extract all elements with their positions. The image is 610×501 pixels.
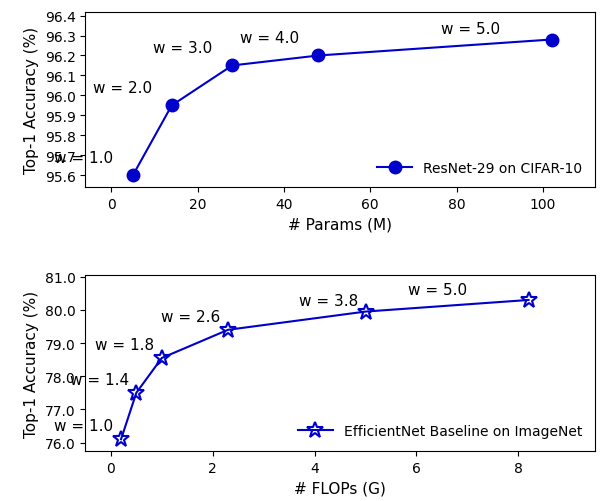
Y-axis label: Top-1 Accuracy (%): Top-1 Accuracy (%) (24, 290, 39, 437)
Text: w = 5.0: w = 5.0 (408, 283, 467, 298)
Text: w = 1.0: w = 1.0 (54, 418, 113, 433)
Text: w = 1.4: w = 1.4 (70, 372, 129, 387)
Text: w = 4.0: w = 4.0 (240, 32, 299, 47)
X-axis label: # FLOPs (G): # FLOPs (G) (294, 480, 386, 495)
Text: w = 5.0: w = 5.0 (440, 22, 500, 37)
Text: w = 2.0: w = 2.0 (93, 81, 152, 96)
Text: w = 1.0: w = 1.0 (54, 151, 113, 166)
Text: w = 2.6: w = 2.6 (161, 309, 220, 324)
X-axis label: # Params (M): # Params (M) (288, 217, 392, 232)
Legend: ResNet-29 on CIFAR-10: ResNet-29 on CIFAR-10 (371, 156, 588, 181)
Text: w = 3.8: w = 3.8 (299, 293, 358, 308)
Legend: EfficientNet Baseline on ImageNet: EfficientNet Baseline on ImageNet (292, 419, 588, 444)
Text: w = 1.8: w = 1.8 (95, 337, 154, 352)
Text: w = 3.0: w = 3.0 (154, 42, 213, 56)
Y-axis label: Top-1 Accuracy (%): Top-1 Accuracy (%) (24, 27, 39, 174)
